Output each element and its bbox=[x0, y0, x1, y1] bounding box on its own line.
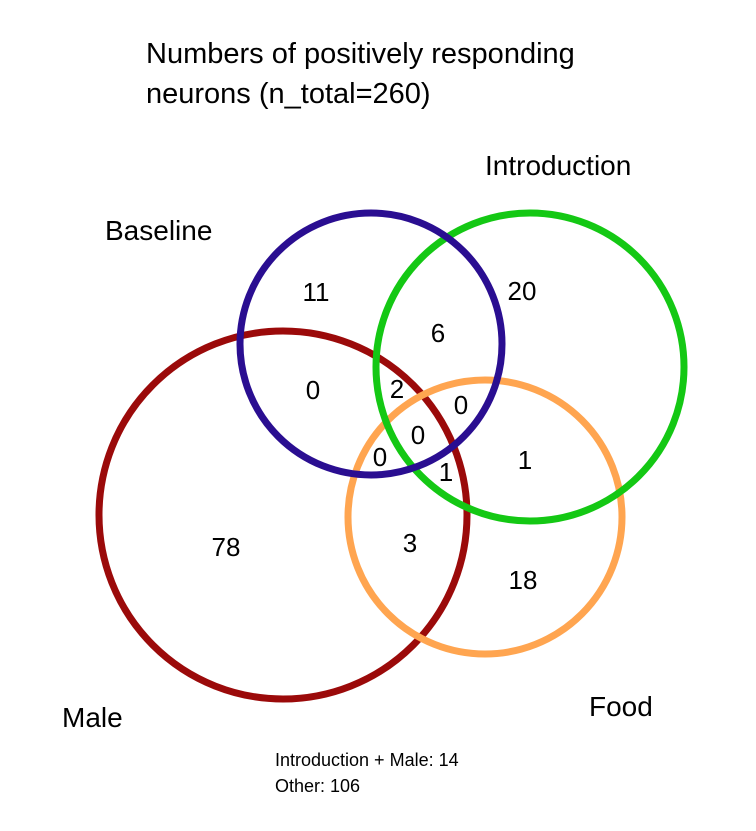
baseline-circle bbox=[236, 209, 506, 479]
count-baseline-introduction: 6 bbox=[431, 318, 445, 348]
note-other: Other: 106 bbox=[275, 776, 361, 796]
count-male-only: 78 bbox=[212, 532, 241, 562]
count-baseline-only: 11 bbox=[303, 277, 330, 307]
count-food-only: 18 bbox=[509, 565, 538, 595]
count-baseline-male: 0 bbox=[306, 375, 320, 405]
title-line-1: Numbers of positively responding bbox=[146, 38, 575, 70]
count-baseline-introduction-food: 0 bbox=[454, 390, 468, 420]
food-label: Food bbox=[589, 691, 653, 722]
count-introduction-male-food: 1 bbox=[439, 457, 453, 487]
introduction-label: Introduction bbox=[485, 150, 631, 181]
footnote: Introduction + Male: 14 Other: 106 bbox=[275, 747, 459, 799]
male-circle bbox=[95, 327, 471, 703]
baseline-label: Baseline bbox=[105, 215, 212, 246]
introduction-circle bbox=[372, 209, 688, 525]
title-line-2: neurons (n_total=260) bbox=[146, 78, 431, 110]
count-introduction-only: 20 bbox=[508, 276, 537, 306]
count-introduction-food: 1 bbox=[518, 445, 532, 475]
note-introduction-male: Introduction + Male: 14 bbox=[275, 750, 459, 770]
count-baseline-introduction-male: 2 bbox=[390, 374, 404, 404]
count-all-four: 0 bbox=[411, 420, 425, 450]
count-baseline-male-food: 0 bbox=[373, 442, 387, 472]
food-circle bbox=[344, 376, 626, 658]
diagram-title: Numbers of positively responding neurons… bbox=[146, 34, 575, 114]
count-male-food: 3 bbox=[403, 528, 417, 558]
male-label: Male bbox=[62, 702, 123, 733]
